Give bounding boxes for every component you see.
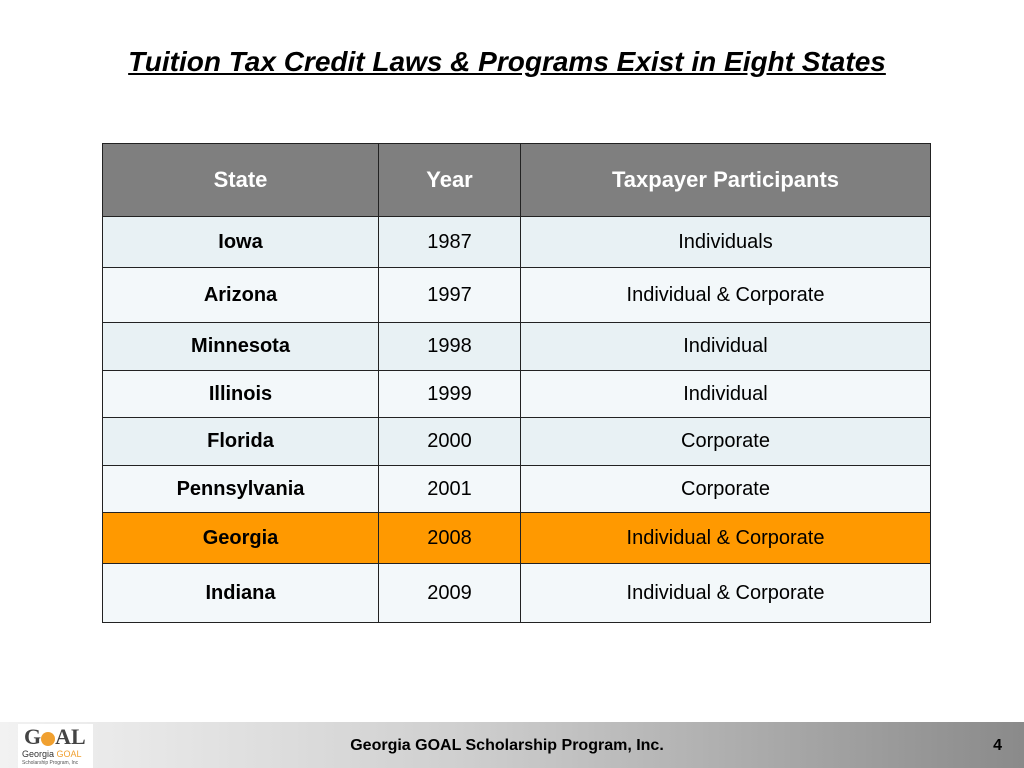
participants-cell: Individuals: [520, 216, 931, 268]
year-cell: 1997: [378, 267, 521, 323]
table-row: Illinois 1999 Individual: [102, 370, 931, 418]
table-row: Pennsylvania 2001 Corporate: [102, 465, 931, 513]
table-row: Arizona 1997 Individual & Corporate: [102, 267, 931, 323]
state-cell: Minnesota: [102, 322, 379, 371]
participants-cell: Individual: [520, 370, 931, 418]
participants-cell: Corporate: [520, 465, 931, 513]
header-state: State: [102, 143, 379, 217]
footer-text: Georgia GOAL Scholarship Program, Inc.: [350, 737, 664, 754]
table-row: Indiana 2009 Individual & Corporate: [102, 563, 931, 623]
table-row: Georgia 2008 Individual & Corporate: [102, 512, 931, 564]
table-row: Florida 2000 Corporate: [102, 417, 931, 466]
year-cell: 2000: [378, 417, 521, 466]
participants-cell: Individual: [520, 322, 931, 371]
participants-cell: Individual & Corporate: [520, 267, 931, 323]
states-table: State Year Taxpayer Participants Iowa 198…: [102, 143, 931, 623]
footer-bar: G AL Georgia GOAL Scholarship Program, In…: [0, 722, 1024, 768]
year-cell: 1987: [378, 216, 521, 268]
year-cell: 2008: [378, 512, 521, 564]
year-cell: 1999: [378, 370, 521, 418]
year-cell: 2009: [378, 563, 521, 623]
state-cell: Florida: [102, 417, 379, 466]
year-cell: 1998: [378, 322, 521, 371]
slide-title: Tuition Tax Credit Laws & Programs Exist…: [128, 46, 886, 77]
year-cell: 2001: [378, 465, 521, 513]
header-year: Year: [378, 143, 521, 217]
state-cell: Illinois: [102, 370, 379, 418]
table-row: Iowa 1987 Individuals: [102, 216, 931, 268]
participants-cell: Individual & Corporate: [520, 563, 931, 623]
header-participants: Taxpayer Participants: [520, 143, 931, 217]
state-cell: Pennsylvania: [102, 465, 379, 513]
page-number: 4: [993, 737, 1002, 754]
state-cell: Indiana: [102, 563, 379, 623]
table-row: Minnesota 1998 Individual: [102, 322, 931, 371]
state-cell: Arizona: [102, 267, 379, 323]
state-cell: Georgia: [102, 512, 379, 564]
goal-logo: G AL Georgia GOAL Scholarship Program, In…: [18, 724, 93, 768]
state-cell: Iowa: [102, 216, 379, 268]
participants-cell: Corporate: [520, 417, 931, 466]
participants-cell: Individual & Corporate: [520, 512, 931, 564]
table-header-row: State Year Taxpayer Participants: [102, 143, 931, 217]
